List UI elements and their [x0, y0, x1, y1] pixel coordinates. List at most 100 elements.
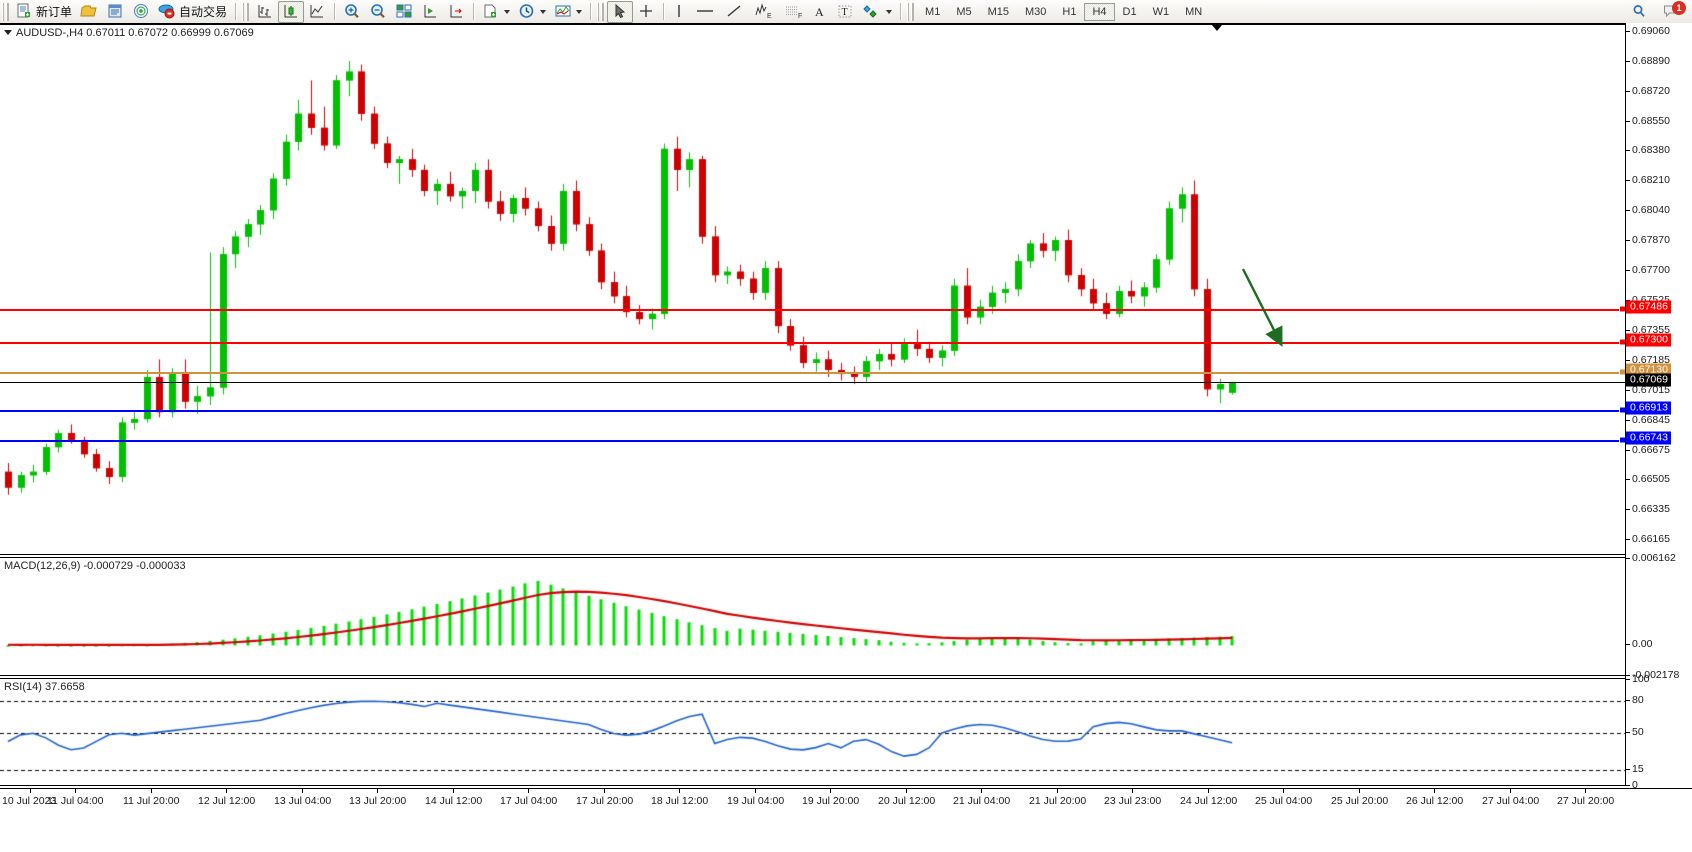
shapes-tool-button[interactable] [858, 1, 896, 23]
trendline-icon [727, 5, 741, 17]
price-tick [1625, 269, 1630, 271]
search-button[interactable] [1626, 1, 1652, 23]
chevron-down-icon[interactable] [576, 9, 583, 14]
time-tick [377, 789, 378, 793]
macd-label: MACD(12,26,9) -0.000729 -0.000033 [4, 560, 186, 572]
toolbar-divider-6 [900, 3, 902, 20]
new-document-icon [484, 4, 497, 18]
tile-windows-button[interactable] [391, 1, 417, 23]
price-badge-resistance[interactable]: 0.67300 [1626, 333, 1671, 347]
time-axis[interactable]: 10 Jul 2023 11 Jul 04:00 11 Jul 20:00 12 Ju… [0, 788, 1692, 814]
timeframe-button-d1[interactable]: D1 [1122, 5, 1137, 18]
bar-chart-icon [258, 5, 272, 18]
chart-area[interactable]: AUDUSD-,H4 0.67011 0.67072 0.66999 0.670… [0, 23, 1692, 852]
level-line-4[interactable] [0, 409, 1625, 412]
template-icon [555, 5, 571, 17]
vertical-line-tool-button[interactable] [668, 1, 690, 23]
timeframe-button-h4[interactable]: H4 [1084, 2, 1115, 21]
text-label-icon: T [838, 5, 852, 18]
rsi-tick-label: 0 [1632, 779, 1638, 791]
price-tick-label: 0.66505 [1632, 473, 1670, 486]
level-line-5[interactable] [0, 439, 1625, 442]
terminal-button[interactable] [102, 1, 128, 23]
price-tick [1625, 210, 1630, 212]
price-tick-label: 0.68210 [1632, 174, 1670, 187]
price-badge-resistance[interactable]: 0.67486 [1626, 300, 1671, 314]
price-badge-support[interactable]: 0.66743 [1626, 431, 1671, 445]
rsi-panel[interactable]: RSI(14) 37.6658 [0, 678, 1625, 786]
fibonacci-icon: F [786, 6, 802, 20]
candlestick-chart-button[interactable] [278, 0, 305, 23]
timeframe-group: M1 M5 M15 M30 H1 H4 D1 W1 MN [917, 2, 1210, 21]
time-label: 25 Jul 20:00 [1331, 795, 1389, 807]
level-line-2[interactable] [0, 371, 1625, 374]
price-badge-support[interactable]: 0.66913 [1626, 401, 1671, 415]
time-tick [1057, 789, 1058, 793]
level-line-0[interactable] [0, 309, 1625, 312]
time-label: 11 Jul 04:00 [47, 795, 104, 807]
time-tick [528, 789, 529, 793]
level-line-1[interactable] [0, 341, 1625, 344]
price-tick [1625, 90, 1630, 92]
price-tick-label: 0.67700 [1632, 263, 1670, 276]
price-tick [1625, 150, 1630, 152]
price-tick [1625, 479, 1630, 481]
toolbar-grip-3[interactable] [597, 2, 605, 21]
market-watch-button[interactable] [76, 1, 102, 23]
new-order-button[interactable]: 新订单 [12, 1, 76, 23]
chevron-down-icon[interactable] [540, 9, 547, 14]
trendline-tool-button[interactable] [720, 1, 748, 23]
auto-trading-button[interactable]: 自动交易 [154, 1, 231, 23]
fibonacci-tool-button[interactable]: F [778, 1, 808, 23]
toolbar-grip-1[interactable] [2, 2, 9, 21]
notifications-button[interactable]: 1 [1658, 0, 1686, 23]
period-button[interactable] [514, 1, 550, 23]
time-tick [981, 789, 982, 793]
time-tick [1585, 789, 1586, 793]
templates-button[interactable] [550, 1, 586, 23]
shapes-icon [863, 5, 877, 18]
elliott-wave-tool-button[interactable]: E [748, 1, 778, 23]
crosshair-tool-button[interactable] [633, 1, 659, 23]
new-indicator-button[interactable] [478, 1, 514, 23]
timeframe-button-m30[interactable]: M30 [1025, 5, 1047, 18]
price-axis[interactable]: 0.69060 0.68890 0.68720 0.68550 0.68380 0.682… [1625, 23, 1692, 852]
timeframe-button-w1[interactable]: W1 [1152, 5, 1170, 18]
price-tick [1625, 330, 1630, 332]
cursor-tool-button[interactable] [607, 0, 634, 23]
shift-chart-button[interactable] [417, 1, 443, 23]
timeframe-button-m1[interactable]: M1 [925, 5, 941, 18]
chevron-down-icon[interactable] [886, 9, 893, 14]
new-order-label: 新订单 [36, 4, 73, 19]
navigator-button[interactable] [128, 1, 154, 23]
macd-tick [1625, 644, 1630, 646]
text-tool-button[interactable]: A [808, 1, 832, 23]
candlestick-icon [284, 5, 298, 18]
rsi-canvas [0, 680, 1625, 786]
chart-menu-caret-icon[interactable] [4, 30, 12, 35]
level-line-3[interactable] [0, 382, 1625, 384]
label-tool-button[interactable]: T [832, 1, 858, 23]
macd-panel[interactable]: MACD(12,26,9) -0.000729 -0.000033 [0, 557, 1625, 676]
horizontal-line-tool-button[interactable] [690, 1, 720, 23]
zoom-in-button[interactable] [339, 1, 365, 23]
auto-scroll-button[interactable] [443, 1, 469, 23]
timeframe-button-mn[interactable]: MN [1185, 5, 1203, 18]
time-label: 17 Jul 04:00 [500, 795, 558, 807]
price-tick-label: 0.69060 [1632, 25, 1670, 38]
bar-chart-button[interactable] [252, 1, 278, 23]
timeframe-button-m5[interactable]: M5 [956, 5, 972, 18]
zoom-out-button[interactable] [365, 1, 391, 23]
time-label: 19 Jul 04:00 [727, 795, 785, 807]
line-chart-button[interactable] [304, 1, 330, 23]
chevron-down-icon[interactable] [504, 9, 511, 14]
toolbar-grip-2[interactable] [242, 2, 250, 21]
toolbar-grip-4[interactable] [907, 2, 915, 21]
timeframe-button-m15[interactable]: M15 [987, 5, 1009, 18]
timeframe-button-h1[interactable]: H1 [1062, 5, 1077, 18]
price-badge-current-price[interactable]: 0.67069 [1626, 373, 1671, 387]
price-badge-pivot[interactable]: 0.67130 [1626, 363, 1671, 377]
time-label: 23 Jul 23:00 [1104, 795, 1162, 807]
price-chart-panel[interactable]: AUDUSD-,H4 0.67011 0.67072 0.66999 0.670… [0, 23, 1626, 556]
